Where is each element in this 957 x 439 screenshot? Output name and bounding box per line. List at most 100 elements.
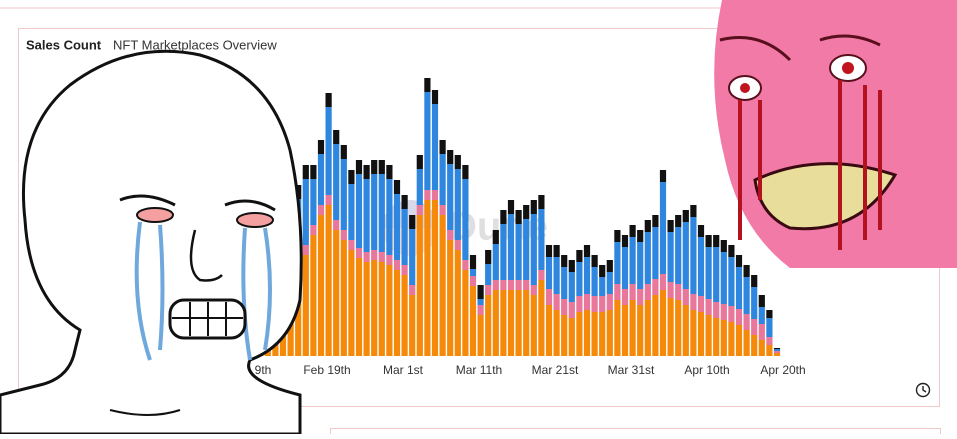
bar-segment [735, 267, 743, 309]
bar-segment [340, 159, 347, 230]
bar-segment [561, 315, 568, 356]
bar-segment [599, 265, 606, 277]
bar-segment [545, 245, 553, 257]
bar-segment [659, 274, 667, 290]
bar-segment [378, 262, 385, 356]
bar-segment [644, 232, 651, 284]
bar-segment [386, 265, 393, 356]
bar-segment [720, 304, 727, 320]
bar-segment [454, 169, 461, 240]
bar-segment [416, 169, 423, 205]
bar-segment [515, 210, 522, 224]
bar-segment [485, 250, 492, 264]
bar-segment [302, 255, 309, 356]
bar-segment [492, 280, 499, 290]
bar-segment [439, 154, 446, 205]
bar-segment [348, 184, 355, 240]
bar-segment [621, 247, 629, 289]
bar-segment [758, 295, 765, 307]
bar-segment [515, 290, 522, 356]
bar-segment [386, 165, 393, 179]
bar-segment [606, 310, 613, 356]
bar-segment [675, 227, 682, 284]
x-tick-label: Mar 21st [532, 363, 579, 377]
bar-segment [378, 160, 385, 174]
bar-segment [705, 299, 712, 315]
bar-segment [591, 312, 598, 356]
bar-segment [697, 312, 705, 356]
bar-segment [386, 179, 393, 255]
bar-segment [652, 227, 659, 279]
bar-segment [538, 209, 545, 270]
bar-segment [416, 155, 423, 169]
bar-segment [637, 242, 644, 289]
bar-segment [302, 179, 309, 245]
clock-icon[interactable] [915, 382, 931, 398]
chart-subtitle: NFT Marketplaces Overview [113, 37, 277, 52]
bar-segment [705, 315, 712, 356]
bar-segment [431, 104, 439, 190]
x-tick-label: Mar 11th [456, 363, 502, 377]
bar-segment [363, 179, 370, 252]
bar-segment [576, 296, 583, 312]
bar-segment [355, 160, 363, 174]
bar-segment [766, 337, 773, 345]
bar-segment [705, 235, 712, 247]
bar-segment [333, 130, 340, 144]
bar-segment [751, 287, 758, 319]
bar-segment [333, 144, 340, 220]
bar-segment [713, 318, 720, 356]
bar-segment [659, 290, 667, 356]
bar-segment [378, 174, 385, 252]
bar-segment [378, 252, 385, 262]
bar-segment [409, 229, 416, 285]
bar-segment [355, 248, 363, 258]
bar-segment [606, 260, 613, 272]
bar-segment [492, 290, 499, 356]
bar-segment [766, 310, 773, 318]
bar-segment [469, 255, 477, 269]
bar-segment [644, 220, 651, 232]
bar-segment [667, 298, 674, 356]
bar-segment [614, 284, 621, 300]
bar-segment [310, 235, 317, 356]
bar-segment [393, 180, 401, 194]
crying-wojak [0, 49, 303, 436]
bar-segment [690, 217, 697, 294]
bar-segment [606, 272, 613, 294]
x-tick-label: Apr 20th [760, 363, 805, 377]
bar-segment [614, 300, 621, 356]
bar-segment [583, 310, 591, 356]
bar-segment [500, 224, 507, 280]
bar-segment [363, 252, 370, 262]
bar-segment [568, 302, 575, 318]
bar-segment [507, 214, 515, 280]
bar-segment [773, 351, 781, 353]
bar-segment [538, 195, 545, 209]
bar-segment [310, 165, 317, 179]
bar-segment [553, 257, 560, 294]
bar-segment [447, 230, 454, 240]
bar-segment [728, 322, 735, 356]
bar-segment [773, 348, 781, 349]
bar-segment [530, 285, 537, 295]
bar-segment [485, 295, 492, 356]
bar-segment [523, 280, 530, 290]
bar-segment [477, 285, 484, 299]
bar-segment [371, 260, 378, 356]
bar-segment [713, 247, 720, 302]
bar-segment [371, 160, 378, 174]
bar-segment [507, 290, 515, 356]
bar-segment [325, 107, 332, 195]
bar-segment [561, 255, 568, 267]
x-tick-label: Mar 1st [383, 363, 424, 377]
bar-segment [735, 255, 743, 267]
bar-segment [462, 260, 469, 270]
bar-segment [477, 299, 484, 305]
bar-segment [401, 265, 408, 275]
bar-segment [340, 230, 347, 240]
bar-segment [469, 286, 477, 356]
bar-segment [348, 240, 355, 250]
chart-title: Sales Count [26, 37, 102, 52]
bar-segment [515, 280, 522, 290]
